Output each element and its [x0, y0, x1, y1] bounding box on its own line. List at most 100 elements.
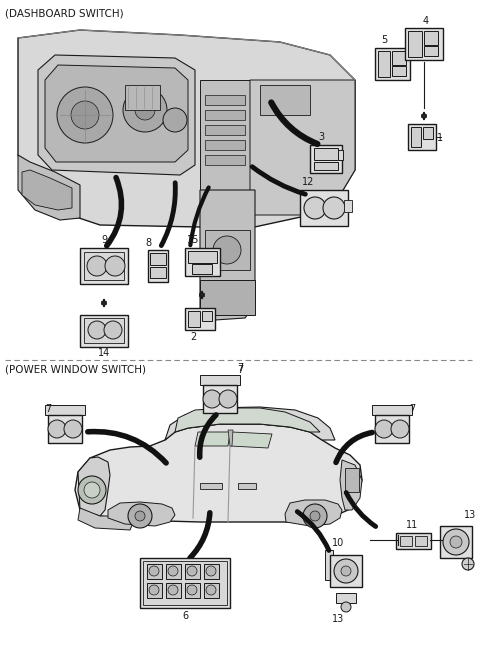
Bar: [424, 46, 438, 56]
Bar: [205, 140, 245, 150]
Bar: [204, 564, 219, 579]
Bar: [185, 308, 215, 330]
Polygon shape: [108, 502, 175, 526]
Circle shape: [203, 390, 221, 408]
Text: 14: 14: [98, 348, 110, 358]
Bar: [45, 405, 85, 415]
Bar: [143, 561, 227, 605]
Bar: [84, 252, 124, 280]
Polygon shape: [340, 460, 362, 510]
Circle shape: [128, 504, 152, 528]
Bar: [400, 536, 412, 546]
Circle shape: [168, 566, 178, 576]
Polygon shape: [200, 190, 255, 320]
Bar: [202, 311, 212, 321]
Circle shape: [341, 602, 351, 612]
Polygon shape: [200, 80, 250, 228]
Text: 7: 7: [409, 404, 415, 414]
Bar: [396, 533, 431, 549]
Text: 3: 3: [318, 132, 324, 142]
Bar: [200, 280, 255, 315]
Circle shape: [87, 256, 107, 276]
Polygon shape: [75, 424, 362, 522]
Text: (DASHBOARD SWITCH): (DASHBOARD SWITCH): [5, 8, 124, 18]
Circle shape: [78, 476, 106, 504]
Circle shape: [135, 100, 155, 120]
Bar: [260, 85, 310, 115]
Polygon shape: [165, 407, 335, 440]
Circle shape: [462, 558, 474, 570]
Text: 13: 13: [332, 614, 344, 624]
Bar: [166, 583, 181, 598]
Polygon shape: [18, 155, 80, 220]
Bar: [375, 415, 409, 443]
Bar: [424, 31, 438, 45]
Circle shape: [64, 420, 82, 438]
Circle shape: [135, 511, 145, 521]
Circle shape: [84, 482, 100, 498]
Polygon shape: [38, 55, 195, 175]
Bar: [330, 555, 362, 587]
Polygon shape: [18, 30, 355, 228]
Polygon shape: [175, 408, 320, 432]
Bar: [125, 85, 160, 110]
Circle shape: [123, 88, 167, 132]
Text: 2: 2: [190, 332, 196, 342]
Circle shape: [341, 566, 351, 576]
Circle shape: [105, 256, 125, 276]
Bar: [423, 127, 433, 139]
Bar: [150, 267, 166, 278]
Bar: [300, 190, 348, 226]
Text: 9: 9: [101, 235, 107, 245]
Circle shape: [450, 536, 462, 548]
Text: 7: 7: [45, 404, 51, 414]
Circle shape: [334, 559, 358, 583]
Bar: [204, 583, 219, 598]
Circle shape: [88, 321, 106, 339]
Text: 1: 1: [437, 133, 443, 143]
Bar: [344, 200, 352, 212]
Circle shape: [303, 504, 327, 528]
Text: 11: 11: [406, 520, 418, 530]
Circle shape: [310, 511, 320, 521]
Text: 6: 6: [182, 611, 188, 621]
Bar: [80, 315, 128, 347]
Circle shape: [57, 87, 113, 143]
Bar: [238, 483, 256, 489]
Bar: [392, 51, 406, 65]
Circle shape: [323, 197, 345, 219]
Bar: [203, 385, 237, 413]
Bar: [415, 536, 427, 546]
Bar: [375, 48, 410, 80]
Bar: [185, 583, 200, 598]
Circle shape: [187, 566, 197, 576]
Bar: [147, 564, 162, 579]
Bar: [205, 95, 245, 105]
Bar: [405, 28, 443, 60]
Circle shape: [206, 585, 216, 595]
Bar: [192, 264, 212, 274]
Text: 13: 13: [464, 510, 476, 520]
Text: (POWER WINDOW SWITCH): (POWER WINDOW SWITCH): [5, 365, 146, 375]
Polygon shape: [250, 80, 355, 215]
Text: 7: 7: [237, 363, 243, 373]
Polygon shape: [228, 430, 233, 446]
Circle shape: [104, 321, 122, 339]
Polygon shape: [78, 457, 110, 516]
Bar: [372, 405, 412, 415]
Bar: [84, 318, 124, 343]
Bar: [345, 468, 359, 492]
Text: 5: 5: [381, 35, 387, 45]
Bar: [185, 248, 220, 276]
Bar: [336, 593, 356, 603]
Text: 12: 12: [302, 177, 314, 187]
Circle shape: [149, 585, 159, 595]
Circle shape: [213, 236, 241, 264]
Bar: [200, 483, 222, 489]
Polygon shape: [78, 508, 135, 530]
Text: 15: 15: [187, 235, 199, 245]
Bar: [147, 583, 162, 598]
Bar: [205, 110, 245, 120]
Bar: [411, 127, 421, 147]
Bar: [205, 155, 245, 165]
